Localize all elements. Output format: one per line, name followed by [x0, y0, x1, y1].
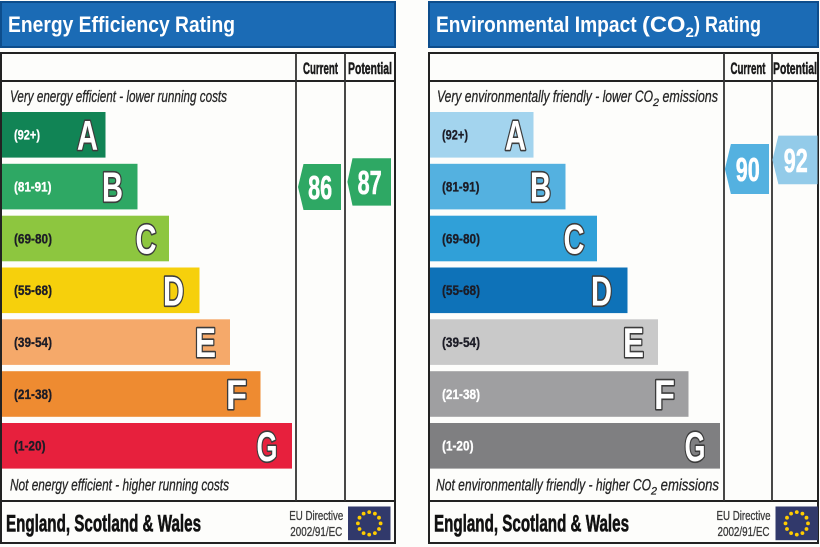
svg-text:Potential: Potential: [773, 59, 817, 78]
svg-text:(1-20): (1-20): [442, 439, 474, 454]
svg-text:F: F: [226, 371, 247, 418]
svg-text:87: 87: [358, 164, 382, 201]
svg-text:Current: Current: [731, 59, 766, 78]
svg-text:F: F: [654, 371, 675, 418]
svg-text:Not energy efficient - higher: Not energy efficient - higher running co…: [10, 476, 229, 495]
svg-text:(81-91): (81-91): [442, 179, 480, 194]
svg-text:Not environmentally friendly -: Not environmentally friendly - higher CO…: [436, 476, 719, 498]
svg-text:(69-80): (69-80): [14, 231, 52, 246]
svg-text:(92+): (92+): [442, 128, 468, 143]
svg-text:(81-91): (81-91): [14, 179, 52, 194]
svg-text:England, Scotland & Wales: England, Scotland & Wales: [6, 511, 201, 538]
svg-text:Environmental Impact (CO2) Rat: Environmental Impact (CO2) Rating: [436, 12, 761, 40]
svg-text:G: G: [257, 423, 278, 470]
svg-text:England, Scotland & Wales: England, Scotland & Wales: [434, 511, 629, 538]
svg-text:(1-20): (1-20): [14, 439, 46, 454]
svg-text:2002/91/EC: 2002/91/EC: [290, 524, 342, 539]
svg-text:B: B: [530, 164, 551, 211]
svg-text:Potential: Potential: [348, 59, 392, 78]
svg-text:86: 86: [308, 169, 332, 206]
svg-text:D: D: [591, 267, 612, 314]
svg-text:(69-80): (69-80): [442, 231, 480, 246]
svg-text:Very energy efficient - lower: Very energy efficient - lower running co…: [10, 87, 227, 106]
svg-text:(55-68): (55-68): [14, 283, 52, 298]
svg-text:(39-54): (39-54): [442, 335, 480, 350]
svg-text:A: A: [77, 112, 98, 159]
svg-text:Current: Current: [303, 59, 338, 78]
svg-text:E: E: [623, 319, 644, 366]
svg-text:EU Directive: EU Directive: [289, 508, 343, 523]
svg-text:90: 90: [736, 151, 760, 188]
svg-text:D: D: [163, 267, 184, 314]
svg-text:C: C: [136, 216, 157, 263]
svg-text:(39-54): (39-54): [14, 335, 52, 350]
svg-text:(55-68): (55-68): [442, 283, 480, 298]
svg-text:Very environmentally friendly: Very environmentally friendly - lower CO…: [437, 87, 718, 109]
svg-text:G: G: [685, 423, 706, 470]
svg-text:(21-38): (21-38): [442, 387, 480, 402]
svg-text:(21-38): (21-38): [14, 387, 52, 402]
svg-text:C: C: [564, 216, 585, 263]
svg-text:E: E: [195, 319, 216, 366]
svg-text:92: 92: [784, 142, 808, 179]
svg-text:2002/91/EC: 2002/91/EC: [718, 524, 770, 539]
svg-text:EU Directive: EU Directive: [717, 508, 771, 523]
svg-text:Energy Efficiency Rating: Energy Efficiency Rating: [8, 12, 235, 37]
svg-text:A: A: [505, 112, 526, 159]
svg-text:(92+): (92+): [14, 128, 40, 143]
svg-text:B: B: [102, 164, 123, 211]
